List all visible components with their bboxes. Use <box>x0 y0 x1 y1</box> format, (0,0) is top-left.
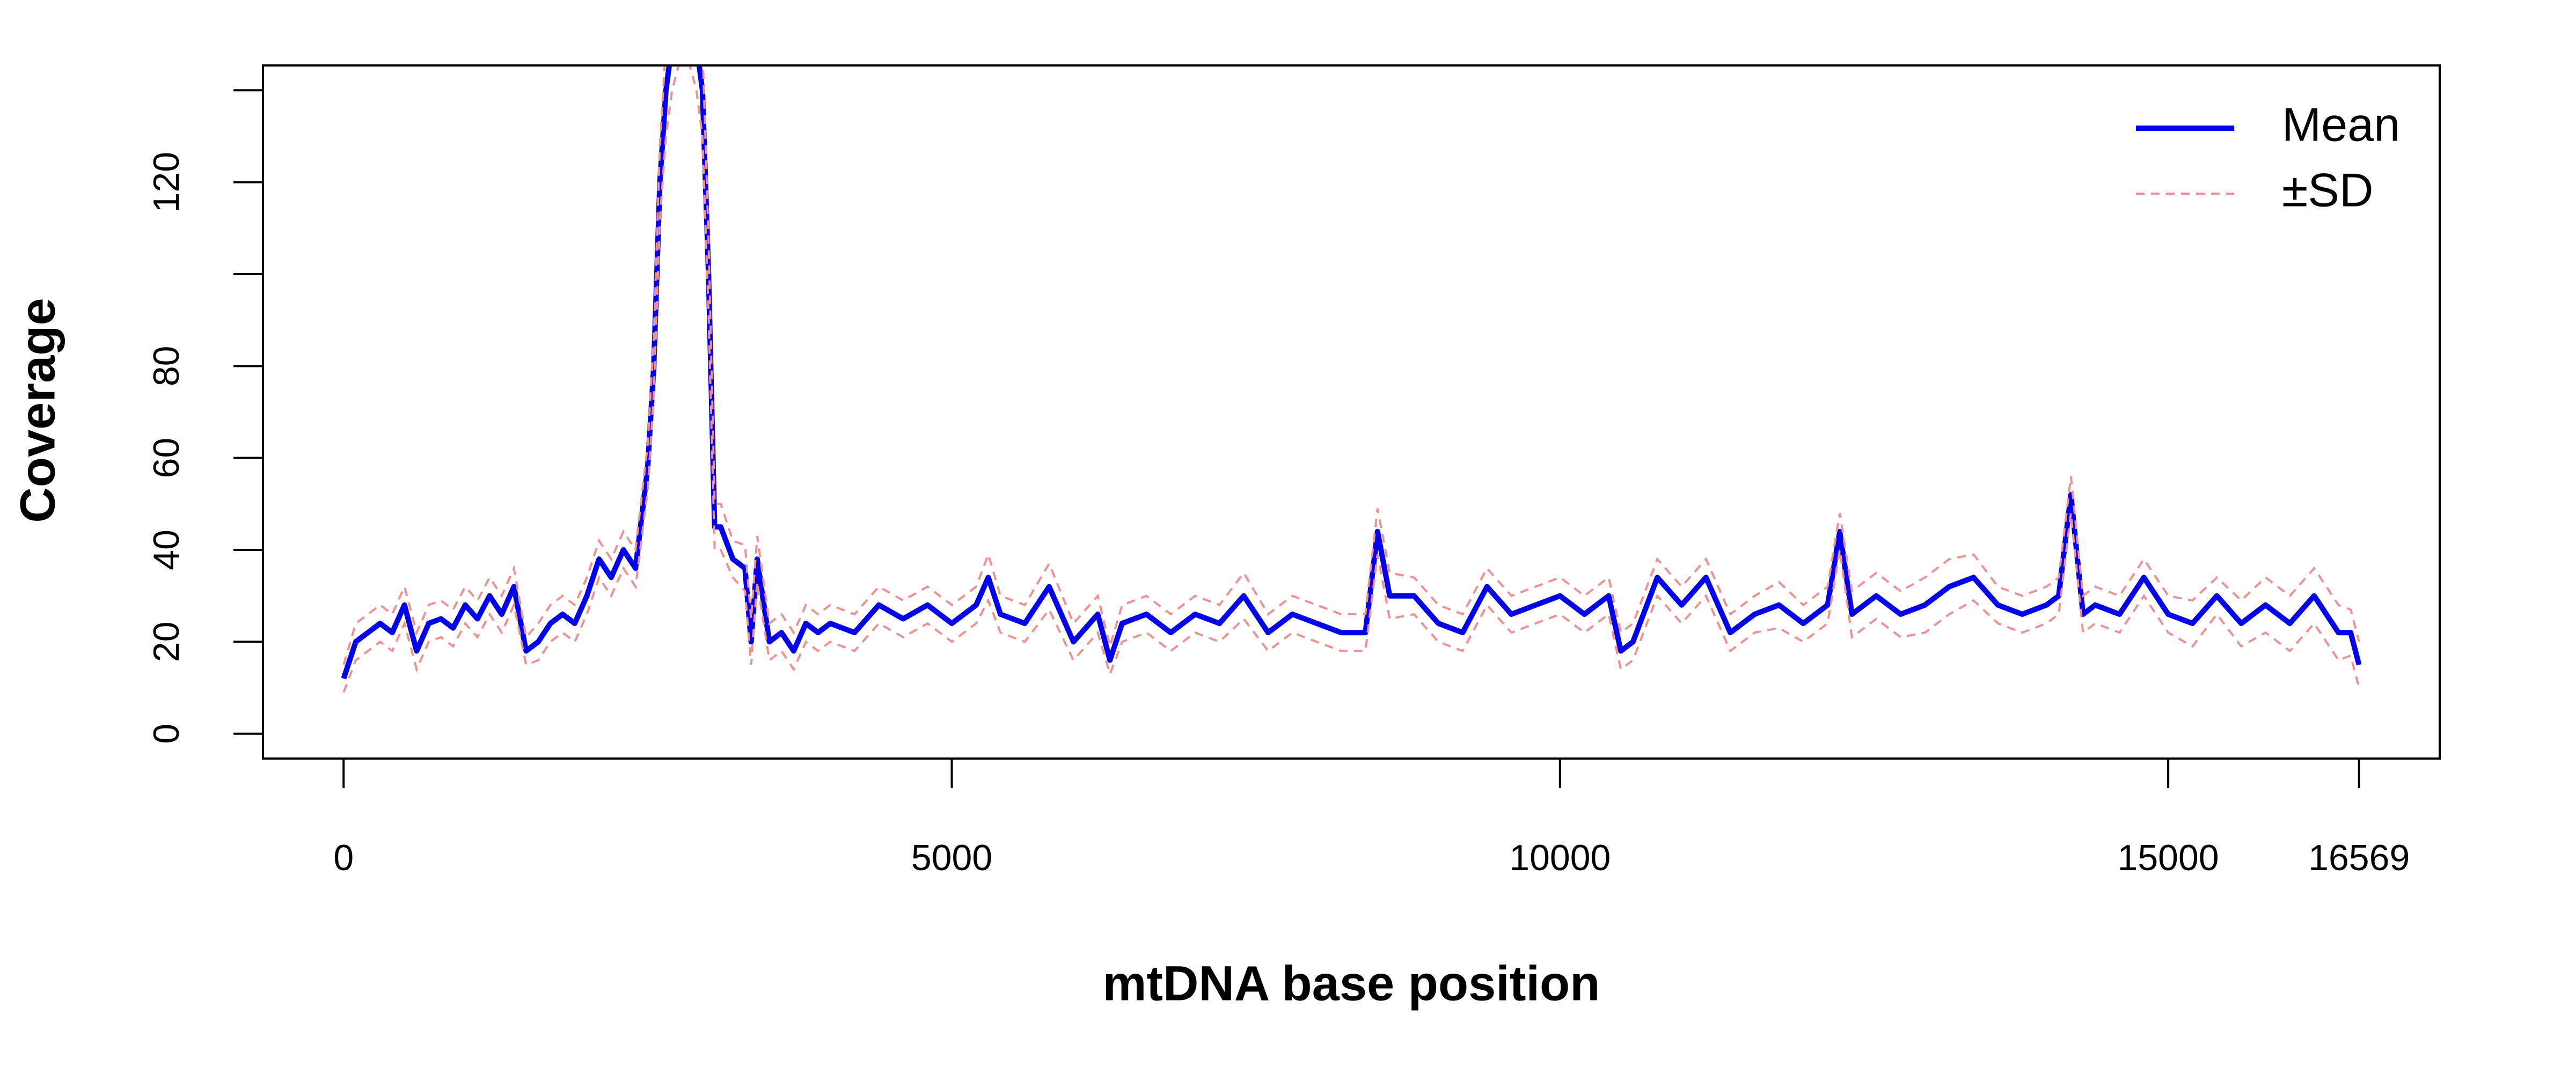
legend-label: Mean <box>2282 98 2400 151</box>
y-axis-title: Coverage <box>10 298 65 523</box>
sd-lower-line <box>342 65 2360 693</box>
legend-label: ±SD <box>2282 163 2374 216</box>
x-tick-label: 5000 <box>911 837 992 878</box>
x-tick-label: 0 <box>333 837 354 878</box>
y-tick-label: 0 <box>146 724 187 744</box>
mean-line <box>341 65 2362 680</box>
x-tick-label: 10000 <box>1509 837 1611 878</box>
plot-frame <box>262 64 2441 760</box>
y-tick-label: 60 <box>146 438 187 479</box>
x-axis-title: mtDNA base position <box>1103 956 1600 1011</box>
y-tick-label: 40 <box>146 529 187 570</box>
y-tick-label: 20 <box>146 622 187 663</box>
x-tick-label: 16569 <box>2308 837 2410 878</box>
plot-lines <box>341 65 2362 693</box>
x-tick-label: 15000 <box>2118 837 2219 878</box>
y-tick-label: 120 <box>146 152 187 212</box>
y-tick-label: 80 <box>146 346 187 387</box>
sd-upper-line <box>342 65 2360 665</box>
